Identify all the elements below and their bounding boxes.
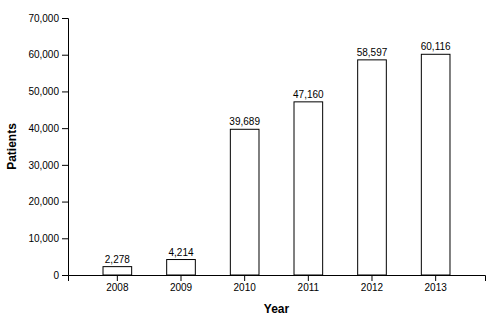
tick-mark <box>435 275 436 281</box>
tick-mark <box>62 128 68 129</box>
bar <box>230 129 259 275</box>
tick-label: 0 <box>53 270 59 281</box>
tick-mark <box>62 18 68 19</box>
x-axis: 2008 2009 2010 2011 2012 2013 <box>69 275 486 293</box>
data-label: 58,597 <box>357 47 388 58</box>
data-label: 60,116 <box>421 41 451 52</box>
axis-line <box>69 276 486 282</box>
data-label: 4,214 <box>168 247 193 258</box>
data-label: 39,689 <box>229 116 260 127</box>
tick: 60,000 <box>28 49 68 60</box>
tick-label: 10,000 <box>28 233 59 244</box>
tick-mark <box>244 275 245 281</box>
tick-label: 2013 <box>425 282 448 293</box>
bars <box>103 54 450 275</box>
tick-mark <box>308 275 309 281</box>
tick: 70,000 <box>28 13 68 24</box>
tick-mark <box>62 238 68 239</box>
y-axis: 0 10,000 20,000 30,000 40,000 50,000 60,000 70,… <box>28 13 68 281</box>
tick: 2013 <box>425 275 448 293</box>
data-label: 47,160 <box>293 89 324 100</box>
tick-label: 2012 <box>361 282 384 293</box>
tick-mark <box>62 275 68 276</box>
tick-mark <box>62 202 68 203</box>
tick: 40,000 <box>28 123 68 134</box>
tick: 10,000 <box>28 233 68 244</box>
data-label: 2,278 <box>105 254 130 265</box>
tick-label: 70,000 <box>28 13 59 24</box>
bar <box>358 60 387 275</box>
bar <box>421 54 450 275</box>
tick-label: 2009 <box>170 282 193 293</box>
tick: 50,000 <box>28 86 68 97</box>
tick: 20,000 <box>28 196 68 207</box>
tick: 2010 <box>234 275 257 293</box>
tick-label: 2011 <box>298 282 320 293</box>
tick-label: 40,000 <box>28 123 59 134</box>
tick-label: 30,000 <box>28 160 59 171</box>
data-labels: 2,278 4,214 39,689 47,160 58,597 60,116 <box>105 41 451 264</box>
bar <box>103 267 132 275</box>
chart: 2,2784,21439,68947,16058,59760,116200820… <box>0 0 500 323</box>
tick-mark <box>117 275 118 281</box>
x-axis-title: Year <box>264 302 290 316</box>
plot: 2,2784,21439,68947,16058,59760,116200820… <box>28 13 485 293</box>
axis-line <box>62 19 69 276</box>
tick-mark <box>62 165 68 166</box>
tick-label: 50,000 <box>28 86 59 97</box>
tick-label: 20,000 <box>28 196 59 207</box>
bar <box>167 260 196 275</box>
tick: 2012 <box>361 275 384 293</box>
tick-label: 2008 <box>106 282 129 293</box>
bar <box>294 102 323 275</box>
y-axis-title: Patients <box>5 123 19 170</box>
tick: 0 <box>53 270 68 281</box>
tick: 2008 <box>106 275 129 293</box>
tick-mark <box>62 91 68 92</box>
tick: 2011 <box>298 275 320 293</box>
tick: 30,000 <box>28 160 68 171</box>
tick-mark <box>181 275 182 281</box>
tick-label: 60,000 <box>28 49 59 60</box>
tick-label: 2010 <box>234 282 257 293</box>
tick: 2009 <box>170 275 193 293</box>
tick-mark <box>62 55 68 56</box>
tick-mark <box>371 275 372 281</box>
